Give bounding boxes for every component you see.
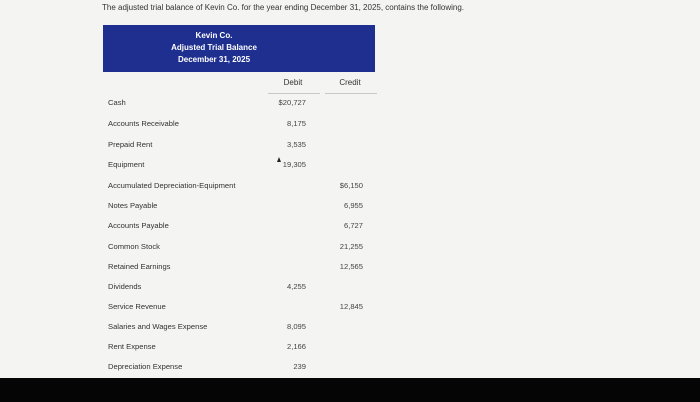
credit-amount: 6,955 bbox=[343, 201, 363, 210]
account-name: Prepaid Rent bbox=[108, 140, 153, 149]
account-name: Retained Earnings bbox=[108, 262, 171, 271]
account-name: Accounts Payable bbox=[108, 221, 169, 230]
credit-amount: 21,255 bbox=[339, 242, 363, 251]
debit-column-header: Debit bbox=[283, 78, 303, 87]
account-name: Notes Payable bbox=[108, 201, 158, 210]
company-name: Kevin Co. bbox=[195, 31, 233, 40]
table-row: Equipment 19,305 bbox=[0, 160, 700, 172]
debit-amount: 8,175 bbox=[286, 119, 306, 128]
account-name: Common Stock bbox=[108, 242, 160, 251]
report-title: Adjusted Trial Balance bbox=[171, 43, 257, 52]
debit-amount: $20,727 bbox=[278, 98, 306, 107]
debit-amount: 2,166 bbox=[286, 342, 306, 351]
account-name: Salaries and Wages Expense bbox=[108, 322, 208, 331]
table-row: Accounts Receivable 8,175 bbox=[0, 119, 700, 131]
debit-amount: 4,255 bbox=[286, 282, 306, 291]
credit-amount: 6,727 bbox=[343, 221, 363, 230]
account-name: Service Revenue bbox=[108, 302, 166, 311]
debit-amount: 3,535 bbox=[286, 140, 306, 149]
table-row: Retained Earnings 12,565 bbox=[0, 262, 700, 274]
debit-amount: 239 bbox=[293, 362, 306, 371]
table-row: Accumulated Depreciation-Equipment $6,15… bbox=[0, 181, 700, 193]
table-row: Dividends 4,255 bbox=[0, 282, 700, 294]
debit-amount: 8,095 bbox=[286, 322, 306, 331]
table-row: Rent Expense 2,166 bbox=[0, 342, 700, 354]
credit-header-rule bbox=[325, 93, 377, 94]
table-row: Depreciation Expense 239 bbox=[0, 362, 700, 374]
table-row: Cash $20,727 bbox=[0, 98, 700, 110]
account-name: Accumulated Depreciation-Equipment bbox=[108, 181, 236, 190]
debit-header-rule bbox=[268, 93, 320, 94]
report-date: December 31, 2025 bbox=[177, 55, 251, 64]
account-name: Depreciation Expense bbox=[108, 362, 183, 371]
table-row: Prepaid Rent 3,535 bbox=[0, 140, 700, 152]
account-name: Equipment bbox=[108, 160, 145, 169]
problem-intro: The adjusted trial balance of Kevin Co. … bbox=[102, 3, 464, 12]
table-row: Salaries and Wages Expense 8,095 bbox=[0, 322, 700, 334]
mouse-pointer-icon bbox=[277, 157, 281, 162]
credit-column-header: Credit bbox=[339, 78, 361, 87]
table-row: Notes Payable 6,955 bbox=[0, 201, 700, 213]
bottom-bar bbox=[0, 378, 700, 402]
trial-balance-header: Kevin Co. Adjusted Trial Balance Decembe… bbox=[103, 25, 375, 72]
table-row: Accounts Payable 6,727 bbox=[0, 221, 700, 233]
account-name: Rent Expense bbox=[108, 342, 156, 351]
account-name: Accounts Receivable bbox=[108, 119, 179, 128]
account-name: Dividends bbox=[108, 282, 142, 291]
credit-amount: 12,845 bbox=[339, 302, 363, 311]
account-name: Cash bbox=[108, 98, 126, 107]
table-row: Common Stock 21,255 bbox=[0, 242, 700, 254]
table-row: Service Revenue 12,845 bbox=[0, 302, 700, 314]
credit-amount: 12,565 bbox=[339, 262, 363, 271]
credit-amount: $6,150 bbox=[339, 181, 363, 190]
debit-amount: 19,305 bbox=[282, 160, 306, 169]
